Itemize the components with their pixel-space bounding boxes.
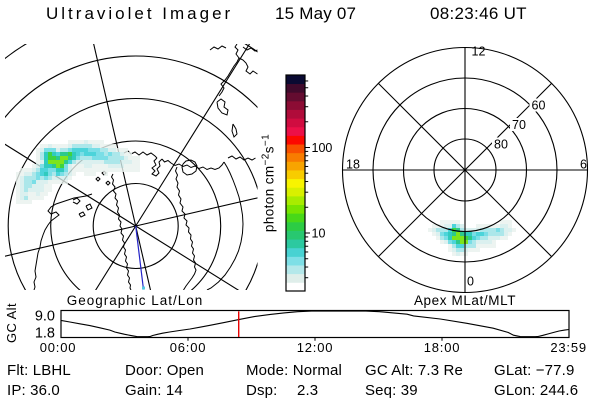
latitude-circle [92,182,179,270]
meridian-line [135,197,258,227]
colorbar-tick-label: 10 [312,227,326,241]
spacecraft-footprint-marker [141,286,145,290]
strip-ylabel: GC Alt [4,303,19,343]
mlat-label: 70 [512,118,526,132]
strip-chart-frame [60,309,570,339]
colorbar-label-part: s [262,146,277,153]
colorbar-bands [286,75,305,292]
status-item: Mode: Normal [246,362,342,380]
mlt-label: 12 [472,45,486,59]
status-item: 2.3 [297,381,319,399]
spacecraft-track-line [135,225,145,290]
meridian-line [5,225,136,257]
aurora-emission-raster [16,140,140,204]
mlat-label-mask [510,118,528,131]
observation-time: 08:23:46 UT [430,3,527,23]
strip-xtick-label: 06:00 [170,340,207,355]
geo-map-title: Geographic Lat/Lon [67,293,204,308]
mlt-label: 18 [346,158,360,172]
latitude-circle [50,140,222,290]
observation-date: 15 May 07 [275,3,357,23]
strip-xtick-label: 00:00 [40,340,77,355]
colorbar-label-part: −1 [261,134,272,146]
strip-xtick-label: 18:00 [424,340,461,355]
strip-ytick-label: 9.0 [35,309,55,325]
status-item: GLat: −77.9 [494,362,575,380]
mlat-mlt-grid [341,46,589,294]
status-item: GC Alt: 7.3 Re [365,362,463,380]
colorbar-ticks [305,80,310,279]
strip-xtick-label: 23:59 [550,340,587,355]
colorbar-frame [285,74,306,292]
meridian-line [5,143,136,227]
meridian-line [95,225,137,290]
gc-alt-curve [60,310,570,338]
status-item: Seq: 39 [365,381,418,399]
mlt-label: 6 [580,158,587,172]
colorbar-label-part: −2 [261,153,272,165]
mlat-label-mask [529,98,548,112]
mlt-ray [464,82,553,171]
latitude-circle [7,97,258,290]
latlon-grid [5,44,258,290]
mlat-label-mask [492,137,510,151]
strip-ytick-label: 1.8 [35,326,55,342]
meridian-line [135,225,152,290]
strip-xtick-label: 12:00 [297,340,334,355]
colorbar-label-part: photon cm [262,165,277,232]
status-item: Gain: 14 [125,381,183,399]
coastlines [33,44,258,290]
status-item: Dsp: [246,381,278,399]
mlt-plot-title: Apex MLat/MLT [414,293,516,308]
status-item: Flt: LBHL [7,362,71,380]
mlt-ray [464,169,553,258]
instrument-title: Ultraviolet Imager [46,3,234,23]
latitude-circle [5,55,258,119]
meridian-line [93,44,137,227]
meridian-line [135,225,240,290]
colorbar-axis-label: photon cm−2s−1 [261,134,277,232]
mlat-label: 80 [494,138,508,152]
status-item: Door: Open [125,362,205,380]
mlt-ray [377,82,466,171]
mlat-label: 60 [532,99,546,113]
status-item: GLon: 244.6 [494,381,579,399]
mlt-ray [377,169,466,258]
colorbar-tick-label: 100 [312,141,333,155]
mlt-label: 0 [467,275,474,289]
status-item: IP: 36.0 [7,381,60,399]
